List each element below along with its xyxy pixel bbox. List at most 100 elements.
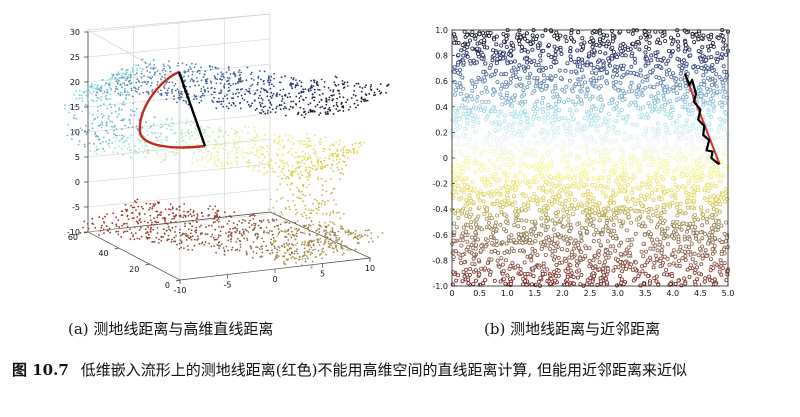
panel-a-point [193, 138, 196, 140]
panel-b-point [526, 140, 531, 145]
panel-b-point [493, 68, 498, 73]
panel-a-point [273, 141, 276, 144]
panel-a-point [253, 79, 255, 81]
panel-b-point [679, 124, 684, 129]
panel-a-point [307, 209, 310, 212]
panel-b-point [658, 215, 663, 220]
panel-b-point [499, 72, 504, 77]
panel-a-point [271, 249, 273, 252]
panel-a-point [144, 228, 147, 231]
panel-a-point [295, 250, 298, 253]
panel-b-point [619, 49, 624, 54]
panel-a-point [160, 139, 163, 142]
panel-a-point [307, 103, 310, 106]
panel-a-y-tick-label: 20 [129, 265, 139, 274]
panel-a-point [327, 240, 330, 243]
panel-b-point [624, 266, 629, 271]
panel-b-point [512, 193, 517, 198]
panel-a-point [305, 186, 308, 189]
panel-a-point [137, 64, 140, 67]
panel-a-point [81, 100, 84, 102]
panel-a-point [314, 150, 317, 153]
panel-b-point [624, 195, 629, 200]
panel-b-point [677, 146, 682, 151]
panel-a-point [296, 211, 299, 214]
panel-b-point [554, 101, 559, 106]
panel-a-point [307, 226, 310, 229]
panel-a-point [273, 258, 276, 261]
panel-b-point [568, 153, 573, 158]
panel-a-point [163, 84, 166, 86]
panel-b-point [508, 76, 513, 81]
panel-a-point [191, 73, 194, 76]
panel-a-point [258, 219, 261, 222]
panel-a-point [187, 129, 190, 131]
panel-a-point [180, 96, 183, 98]
panel-b-point [619, 277, 624, 282]
panel-b-point [691, 122, 696, 127]
panel-a-point [253, 166, 256, 169]
panel-b-point [627, 89, 632, 94]
panel-a-point [115, 216, 118, 219]
panel-a-point [160, 89, 162, 92]
panel-a-point [134, 145, 136, 148]
panel-a-point [343, 81, 346, 84]
panel-a-point [168, 213, 170, 216]
panel-a-point [325, 212, 328, 215]
panel-b-point [530, 246, 535, 251]
panel-a-point [292, 255, 294, 258]
panel-a-point [144, 81, 147, 84]
panel-a-point [222, 135, 225, 138]
panel-a-point [255, 154, 258, 156]
panel-a-point [358, 234, 360, 237]
panel-b-point [535, 253, 540, 258]
panel-a-point [146, 81, 149, 84]
panel-b-point [716, 220, 721, 225]
panel-a-point [297, 111, 300, 114]
panel-a-point [301, 215, 304, 218]
panel-b-point [690, 221, 695, 226]
panel-a-point [238, 232, 241, 235]
panel-a-point [138, 213, 141, 216]
panel-a-point [128, 145, 131, 148]
panel-a-point [273, 77, 275, 80]
panel-b-point [454, 225, 459, 230]
panel-a-point [252, 217, 255, 220]
panel-a-point [309, 102, 312, 104]
panel-b-point [709, 257, 714, 262]
panel-b-point [502, 119, 507, 124]
panel-a-point [211, 99, 214, 102]
panel-a-point [252, 213, 255, 216]
panel-a-point [234, 132, 237, 135]
panel-a-point [85, 104, 88, 107]
panel-b-point [518, 266, 523, 271]
panel-a-point [230, 150, 233, 153]
panel-b-point [517, 63, 522, 68]
panel-b-point [710, 41, 715, 46]
panel-a-point [325, 97, 327, 100]
panel-a-point [291, 230, 293, 233]
panel-a-point [148, 127, 151, 130]
panel-a-point [254, 143, 256, 146]
panel-b-point [677, 263, 682, 268]
panel-b-point [667, 131, 672, 136]
panel-a-point [233, 211, 236, 214]
panel-b-point [544, 236, 549, 241]
panel-b-point [679, 227, 684, 232]
panel-a-point [259, 70, 261, 72]
panel-b-point [509, 134, 514, 139]
panel-b-point [458, 260, 463, 265]
panel-a-point [127, 136, 130, 139]
panel-a-point [325, 190, 328, 193]
panel-a-point [169, 229, 172, 232]
panel-a-point [298, 189, 300, 191]
panel-b-point [564, 129, 569, 134]
panel-a-point [214, 144, 217, 147]
panel-a-point [215, 107, 218, 110]
panel-a-point [292, 143, 295, 146]
panel-a-point [293, 250, 296, 253]
panel-b-point [524, 112, 529, 117]
panel-a-point [158, 238, 160, 241]
panel-a-point [214, 238, 217, 241]
panel-a-point [327, 108, 330, 111]
